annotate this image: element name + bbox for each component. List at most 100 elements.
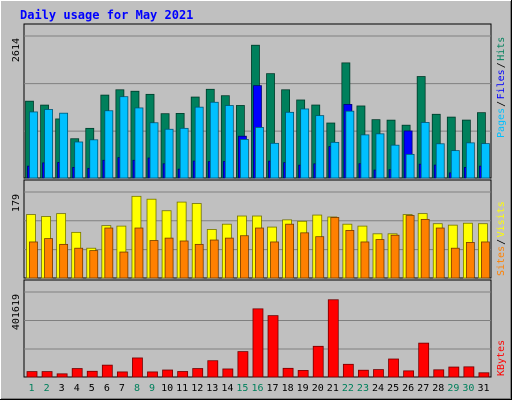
bar-kbytes (207, 360, 219, 378)
bar-pages (74, 141, 84, 179)
bar-pages (285, 111, 294, 179)
legend-visits: Visits (496, 201, 507, 237)
bar-sites (450, 247, 460, 279)
bar-sites (194, 243, 204, 279)
day-label: 26 (402, 383, 414, 394)
day-label: 15 (236, 383, 248, 394)
day-label: 2 (44, 383, 50, 394)
bar-sites (149, 240, 159, 279)
legend-kbytes: KBytes (496, 340, 507, 376)
bar-kbytes (267, 315, 279, 378)
bar-sites (134, 227, 144, 279)
legend-hits-files-pages: Pages/Files/Hits (496, 37, 507, 138)
day-label: 16 (251, 383, 263, 394)
day-label: 13 (206, 383, 218, 394)
bar-pages (44, 109, 53, 179)
day-label: 23 (357, 383, 369, 394)
bar-pages (435, 143, 445, 179)
bar-kbytes (342, 363, 354, 378)
bar-pages (209, 101, 219, 179)
bar-sites (405, 215, 415, 279)
day-label: 25 (387, 383, 399, 394)
bar-kbytes (56, 373, 68, 378)
day-label: 3 (59, 383, 65, 394)
bar-kbytes (41, 371, 53, 378)
scale-label-hits_files_pages: 2614 (11, 38, 22, 62)
bar-sites (255, 227, 264, 279)
legend-hits: Hits (496, 37, 507, 61)
bar-kbytes (463, 366, 475, 378)
bar-sites (59, 243, 69, 279)
bar-kbytes (373, 369, 384, 378)
bar-sites (74, 247, 84, 279)
bar-pages (481, 143, 490, 179)
day-label: 5 (89, 383, 95, 394)
legend-kbytes: KBytes (496, 340, 507, 376)
bar-kbytes (433, 369, 445, 378)
chart-title: Daily usage for May 2021 (20, 8, 193, 22)
bar-sites (164, 237, 174, 279)
bar-pages (375, 133, 385, 179)
day-label: 10 (161, 383, 173, 394)
legend-pages: Pages (496, 108, 507, 138)
bar-sites (44, 238, 53, 279)
bar-pages (240, 139, 249, 179)
scale-label-visits_sites: 179 (11, 194, 22, 212)
bar-kbytes (177, 371, 189, 378)
bar-kbytes (312, 345, 324, 378)
bar-sites (119, 251, 129, 279)
bar-pages (315, 115, 325, 179)
bar-kbytes (448, 366, 460, 378)
bar-pages (194, 106, 204, 179)
panel-hits_files_pages: 2614 (11, 23, 492, 179)
day-label: 17 (267, 383, 279, 394)
bar-kbytes (162, 369, 173, 378)
panel-visits_sites: 179 (11, 179, 492, 279)
bar-pages (330, 141, 340, 179)
bar-sites (390, 234, 400, 279)
bar-pages (179, 127, 189, 179)
bar-sites (104, 227, 114, 279)
bar-sites (315, 236, 325, 279)
day-axis-labels: 1 2 3 4 5 6 7 8 9 10 11 12 13 14 15 16 17 18 19 20 21 22 23 24 2… (29, 383, 490, 394)
bar-sites (285, 223, 294, 279)
bar-sites (29, 241, 38, 279)
bar-pages (89, 139, 99, 179)
bar-sites (330, 217, 340, 279)
bar-pages (270, 142, 279, 179)
day-label: 11 (176, 383, 188, 394)
day-label: 29 (447, 383, 459, 394)
day-label: 30 (462, 383, 474, 394)
bar-pages (29, 111, 38, 179)
day-label: 27 (417, 383, 429, 394)
legend-visits-sites: Sites/ Visits (496, 201, 507, 276)
bar-kbytes (71, 368, 83, 378)
day-label: 20 (312, 383, 324, 394)
bar-sites (481, 241, 490, 279)
day-label: 19 (297, 383, 309, 394)
bar-kbytes (282, 367, 294, 378)
bar-sites (375, 239, 385, 279)
bar-pages (149, 122, 159, 179)
bar-sites (300, 232, 310, 279)
bar-sites (435, 227, 445, 279)
day-label: 12 (191, 383, 203, 394)
bar-pages (405, 153, 415, 179)
bar-kbytes (26, 371, 38, 378)
bar-sites (179, 240, 189, 279)
day-label: 7 (119, 383, 125, 394)
bar-sites (345, 230, 355, 279)
legend-sites: Sites (496, 246, 507, 276)
bar-kbytes (358, 369, 369, 378)
bar-kbytes (116, 371, 128, 378)
day-label: 22 (342, 383, 354, 394)
day-label: 31 (477, 383, 489, 394)
bar-pages (134, 107, 144, 179)
legend-files: Files (496, 69, 507, 99)
bar-pages (465, 142, 475, 179)
day-label: 14 (221, 383, 233, 394)
bar-sites (224, 237, 234, 279)
bar-pages (59, 112, 69, 179)
bar-pages (224, 105, 234, 179)
